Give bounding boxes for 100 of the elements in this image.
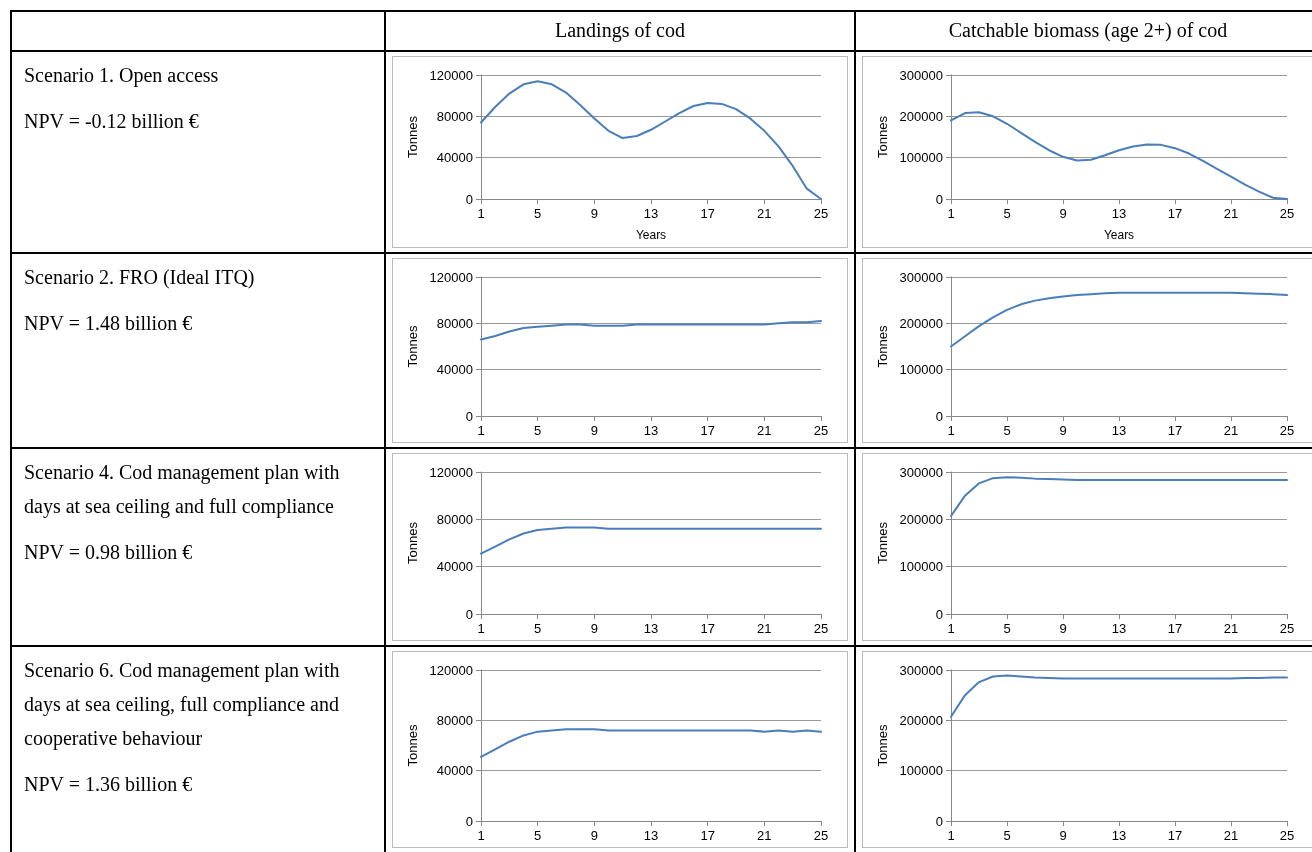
y-tick-label: 40000 <box>436 559 473 575</box>
text: Scenario 6. Cod management plan with days at sea ceiling, full compliance and cooperative behaviour <box>24 658 341 752</box>
y-tick-label: 40000 <box>436 362 473 378</box>
x-tick-label: 9 <box>590 206 598 221</box>
x-tick-label: 17 <box>700 828 715 843</box>
text: Scenario 2. FRO (Ideal ITQ) <box>24 265 256 291</box>
x-tick-label: 9 <box>1059 206 1067 221</box>
text: Landings of cod <box>554 18 686 44</box>
y-tick-label: 40000 <box>436 150 473 166</box>
text: Scenario 1. Open access <box>24 63 220 89</box>
y-tick-label: 0 <box>465 813 473 829</box>
y-tick-label: 40000 <box>436 763 473 779</box>
y-axis-title: Tonnes <box>874 724 890 767</box>
y-axis-title: Tonnes <box>404 325 420 368</box>
y-tick-label: 80000 <box>436 315 473 331</box>
line-series <box>950 476 1288 518</box>
y-tick-label: 120000 <box>429 464 473 480</box>
x-tick-label: 21 <box>757 621 772 636</box>
x-tick-label: 21 <box>1223 621 1239 636</box>
y-tick-label: 0 <box>465 191 473 207</box>
y-axis-title: Tonnes <box>404 115 420 158</box>
y-axis-title: Tonnes <box>874 115 890 158</box>
y-axis-title: Tonnes <box>404 724 420 767</box>
x-tick-label: 1 <box>947 828 955 843</box>
x-tick-label: 9 <box>1059 828 1067 843</box>
y-tick-label: 200000 <box>899 511 943 527</box>
x-tick-label: 5 <box>1003 206 1011 221</box>
x-tick-label: 25 <box>813 423 829 438</box>
x-tick-label: 1 <box>477 621 485 636</box>
x-tick-label: 1 <box>477 206 485 221</box>
y-tick-label: 300000 <box>899 464 943 480</box>
y-tick-label: 100000 <box>899 362 943 378</box>
y-tick-label: 120000 <box>429 662 473 678</box>
x-tick-label: 13 <box>1111 621 1127 636</box>
x-tick-label: 1 <box>947 621 955 636</box>
x-tick-label: 9 <box>1059 423 1067 438</box>
text: NPV = 1.36 billion € <box>24 772 194 797</box>
x-tick-label: 9 <box>590 621 598 636</box>
x-tick-label: 17 <box>1167 423 1183 438</box>
y-tick-label: 80000 <box>436 712 473 728</box>
text: NPV = -0.12 billion € <box>24 109 200 134</box>
text: NPV = 1.48 billion € <box>24 311 194 336</box>
y-tick-label: 0 <box>465 408 473 424</box>
y-tick-label: 100000 <box>899 150 943 166</box>
x-tick-label: 1 <box>947 206 955 221</box>
x-tick-label: 1 <box>477 828 485 843</box>
x-tick-label: 21 <box>757 828 772 843</box>
line-series <box>480 728 822 758</box>
y-axis-title: Tonnes <box>874 521 890 564</box>
x-tick-label: 5 <box>534 423 542 438</box>
line-series <box>480 320 822 341</box>
x-tick-label: 13 <box>643 828 659 843</box>
y-tick-label: 120000 <box>429 67 473 83</box>
x-tick-label: 25 <box>1279 206 1295 221</box>
x-tick-label: 25 <box>813 621 829 636</box>
x-tick-label: 25 <box>1279 828 1295 843</box>
x-tick-label: 13 <box>643 621 659 636</box>
y-tick-label: 200000 <box>899 108 943 124</box>
x-tick-label: 1 <box>477 423 485 438</box>
x-tick-label: 5 <box>534 206 542 221</box>
x-tick-label: 25 <box>813 828 829 843</box>
text: Scenario 4. Cod management plan with days at sea ceiling and full compliance <box>24 460 341 520</box>
x-tick-label: 5 <box>1003 621 1011 636</box>
y-tick-label: 80000 <box>436 511 473 527</box>
y-tick-label: 0 <box>935 191 943 207</box>
x-axis-title: Years <box>1103 228 1135 242</box>
x-tick-label: 25 <box>1279 621 1295 636</box>
x-tick-label: 21 <box>1223 828 1239 843</box>
y-axis-title: Tonnes <box>404 521 420 564</box>
x-tick-label: 5 <box>534 828 542 843</box>
text: NPV = 0.98 billion € <box>24 540 194 565</box>
y-tick-label: 0 <box>935 606 943 622</box>
y-tick-label: 300000 <box>899 662 943 678</box>
x-tick-label: 17 <box>1167 206 1183 221</box>
y-tick-label: 300000 <box>899 269 943 285</box>
x-tick-label: 5 <box>1003 828 1011 843</box>
y-tick-label: 100000 <box>899 763 943 779</box>
line-series <box>480 526 822 555</box>
y-tick-label: 0 <box>935 813 943 829</box>
line-series <box>950 291 1288 348</box>
text: Catchable biomass (age 2+) of cod <box>947 18 1229 44</box>
x-tick-label: 21 <box>1223 206 1239 221</box>
x-tick-label: 5 <box>534 621 542 636</box>
y-tick-label: 200000 <box>899 315 943 331</box>
x-tick-label: 17 <box>1167 828 1183 843</box>
x-tick-label: 13 <box>643 423 659 438</box>
y-tick-label: 120000 <box>429 269 473 285</box>
x-tick-label: 25 <box>813 206 829 221</box>
x-tick-label: 17 <box>700 621 715 636</box>
x-tick-label: 1 <box>947 423 955 438</box>
y-tick-label: 0 <box>465 606 473 622</box>
y-tick-label: 100000 <box>899 559 943 575</box>
x-tick-label: 21 <box>757 206 772 221</box>
x-tick-label: 17 <box>1167 621 1183 636</box>
x-tick-label: 21 <box>1223 423 1239 438</box>
x-tick-label: 17 <box>700 423 715 438</box>
x-tick-label: 13 <box>1111 423 1127 438</box>
x-tick-label: 17 <box>700 206 715 221</box>
x-tick-label: 21 <box>757 423 772 438</box>
y-tick-label: 80000 <box>436 108 473 124</box>
